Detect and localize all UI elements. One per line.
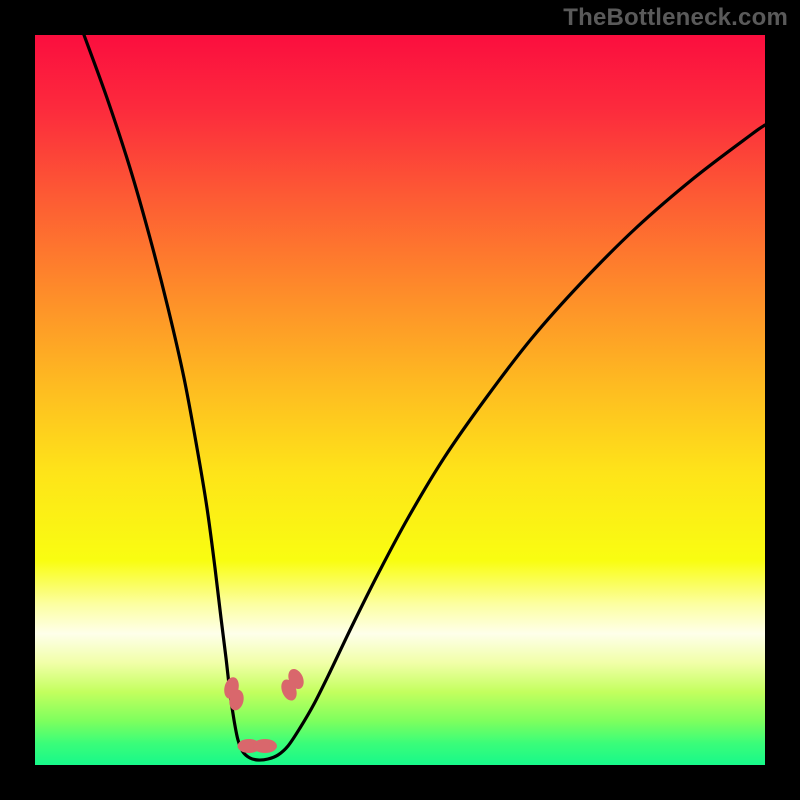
marker-pill <box>253 739 277 753</box>
plot-background <box>35 35 765 765</box>
watermark-text: TheBottleneck.com <box>563 4 788 32</box>
bottleneck-chart <box>0 0 800 800</box>
